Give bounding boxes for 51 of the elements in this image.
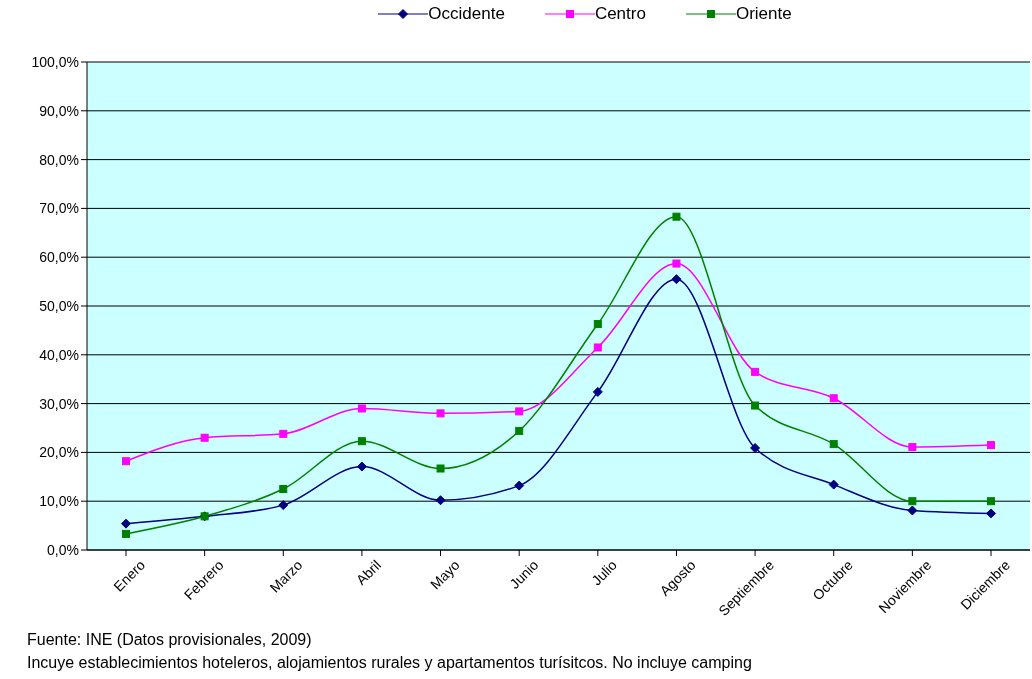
point [515, 407, 524, 416]
point [278, 500, 289, 511]
point [357, 404, 366, 413]
point [436, 409, 445, 418]
point [987, 497, 995, 506]
y-tick-label: 50,0% [39, 297, 79, 314]
y-tick-label: 0,0% [47, 541, 79, 558]
point [908, 443, 917, 452]
point [121, 518, 131, 529]
y-tick-label: 80,0% [39, 151, 79, 168]
point [356, 461, 367, 472]
text: Incuye establecimientos hoteleros, alojamientos rurales y apartamentos turísitcos. No incluye camping [27, 653, 752, 673]
point [829, 394, 838, 403]
y-tick-label: 30,0% [39, 395, 79, 412]
point [750, 443, 761, 454]
point [279, 485, 288, 493]
point [200, 433, 209, 442]
point [435, 495, 446, 506]
point [751, 367, 760, 376]
legend-label: Oriente [734, 4, 792, 24]
point [122, 529, 130, 538]
point [515, 426, 524, 435]
point [907, 505, 918, 516]
y-tick-label: 10,0% [39, 493, 79, 510]
x-tick-label: Julio [588, 556, 621, 589]
point [751, 401, 760, 410]
point [357, 437, 366, 446]
y-tick-label: 40,0% [39, 346, 79, 363]
point [829, 440, 838, 449]
point [593, 320, 602, 329]
point [514, 480, 525, 491]
y-tick-label: 100,0% [31, 53, 79, 70]
point [986, 508, 996, 519]
point [908, 497, 917, 506]
point [436, 464, 445, 473]
y-tick-label: 20,0% [39, 444, 79, 461]
point [592, 386, 603, 397]
y-tick-label: 70,0% [39, 200, 79, 217]
legend-label: Centro [593, 4, 646, 24]
point [672, 212, 681, 221]
point [828, 479, 839, 490]
y-tick-label: 60,0% [39, 249, 79, 266]
legend-label: Occidente [427, 4, 505, 24]
point [593, 343, 602, 352]
point [122, 457, 130, 466]
source-note: Fuente: INE (Datos provisionales, 2009) [27, 630, 313, 650]
point [279, 429, 288, 438]
point [671, 274, 682, 285]
y-tick-label: 90,0% [39, 102, 79, 119]
point [987, 441, 995, 450]
point [672, 259, 681, 268]
